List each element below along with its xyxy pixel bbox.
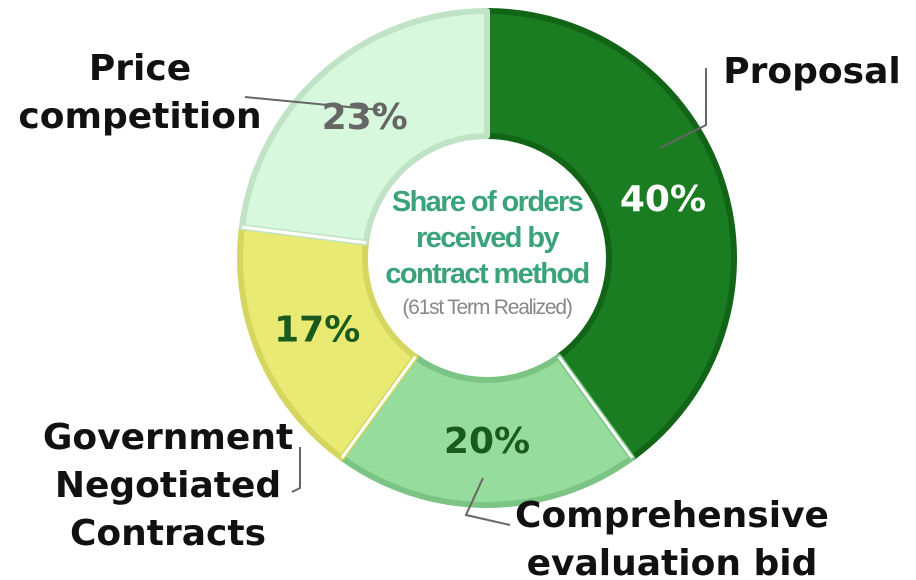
category-label: Price competition xyxy=(18,48,262,137)
chart-title: Share of orders received by contract met… xyxy=(385,186,590,290)
leader-line xyxy=(464,477,511,526)
leader-line xyxy=(244,96,381,111)
slice-gap xyxy=(241,225,367,245)
value-label: 40% xyxy=(620,179,706,220)
slice xyxy=(238,8,490,246)
value-label: 17% xyxy=(274,309,360,350)
category-label: Proposal xyxy=(723,51,901,92)
category-label: Government Negotiated Contracts xyxy=(42,417,294,554)
slice xyxy=(237,224,419,461)
value-label: 20% xyxy=(444,421,530,462)
slice-gap xyxy=(557,355,634,459)
slice xyxy=(484,8,737,461)
slice xyxy=(338,353,636,508)
leader-line xyxy=(659,68,707,149)
value-label: 23% xyxy=(322,97,408,138)
slice-gap xyxy=(340,355,417,459)
leader-line xyxy=(291,447,301,493)
category-label: Comprehensive evaluation bid xyxy=(515,495,829,580)
center-label: Share of orders received by contract met… xyxy=(367,184,607,320)
chart-subtitle: (61st Term Realized) xyxy=(402,296,573,319)
leader-lines xyxy=(244,68,707,526)
